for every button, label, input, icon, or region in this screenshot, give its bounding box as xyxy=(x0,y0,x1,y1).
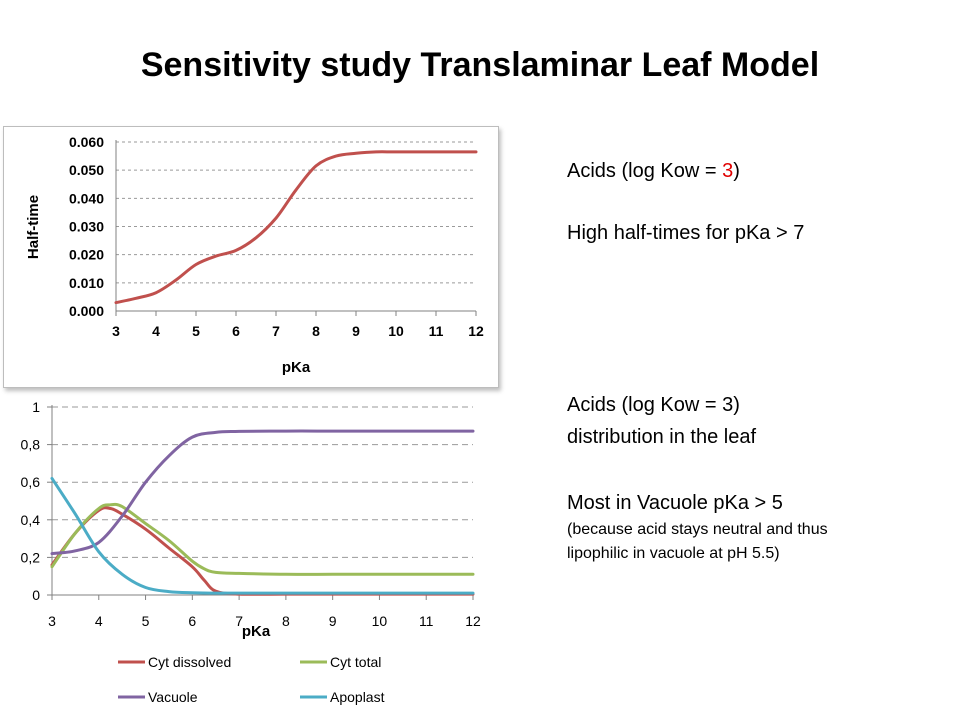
x-tick-label: 12 xyxy=(468,323,484,339)
x-tick-label: 3 xyxy=(48,613,56,629)
acids-kow-value: 3 xyxy=(722,160,734,182)
x-tick-label: 8 xyxy=(282,613,290,629)
y-tick-label: 0,2 xyxy=(21,549,41,565)
acids-kow-label: Acids (log Kow = 3) xyxy=(567,158,740,184)
y-axis-title: Half-time xyxy=(25,195,42,259)
slide-title: Sensitivity study Translaminar Leaf Mode… xyxy=(140,46,820,84)
y-tick-label: 0,4 xyxy=(21,512,41,528)
y-tick-label: 0.060 xyxy=(69,134,104,150)
x-tick-label: 8 xyxy=(312,323,320,339)
y-tick-label: 0.040 xyxy=(69,190,104,206)
x-tick-label: 11 xyxy=(429,323,444,339)
distribution-heading-1: Acids (log Kow = 3) xyxy=(567,394,740,416)
x-tick-label: 9 xyxy=(352,323,360,339)
x-axis-title: pKa xyxy=(242,623,271,640)
distribution-heading-2: distribution in the leaf xyxy=(567,426,757,448)
vacuole-note: Most in Vacuole pKa > 5 xyxy=(567,492,783,514)
y-tick-label: 0 xyxy=(32,587,40,603)
y-tick-label: 0.030 xyxy=(69,219,104,235)
legend-label: Vacuole xyxy=(148,689,198,705)
y-tick-label: 0,6 xyxy=(21,474,41,490)
x-tick-label: 6 xyxy=(232,323,240,339)
x-tick-label: 5 xyxy=(142,613,150,629)
legend-label: Cyt dissolved xyxy=(148,654,231,670)
x-tick-label: 12 xyxy=(465,613,481,629)
x-tick-label: 4 xyxy=(152,323,160,339)
y-tick-label: 0.010 xyxy=(69,275,104,291)
cyt-total-series-line xyxy=(50,502,475,576)
x-tick-label: 11 xyxy=(419,613,434,629)
y-tick-label: 0.000 xyxy=(69,303,104,319)
x-tick-label: 5 xyxy=(192,323,200,339)
x-tick-label: 9 xyxy=(329,613,337,629)
x-tick-label: 3 xyxy=(112,323,120,339)
vacuole-series-line xyxy=(50,429,475,556)
half-time-note: High half-times for pKa > 7 xyxy=(567,222,805,244)
y-tick-label: 0,8 xyxy=(21,437,41,453)
x-tick-label: 7 xyxy=(272,323,280,339)
apoplast-series-line xyxy=(50,476,475,595)
legend-label: Cyt total xyxy=(330,654,381,670)
legend-label: Apoplast xyxy=(330,689,385,705)
half-time-series-line xyxy=(114,150,478,305)
y-tick-label: 1 xyxy=(32,399,40,415)
x-tick-label: 10 xyxy=(388,323,404,339)
vacuole-reason-2: lipophilic in vacuole at pH 5.5) xyxy=(567,545,780,562)
y-tick-label: 0.050 xyxy=(69,162,104,178)
x-tick-label: 4 xyxy=(95,613,103,629)
y-tick-label: 0.020 xyxy=(69,247,104,263)
x-tick-label: 10 xyxy=(372,613,388,629)
acids-kow-prefix: Acids (log Kow = xyxy=(567,160,723,182)
x-axis-title: pKa xyxy=(282,359,311,376)
x-tick-label: 7 xyxy=(235,613,243,629)
cyt-dissolved-series-line xyxy=(50,506,475,596)
vacuole-reason-1: (because acid stays neutral and thus xyxy=(567,521,828,538)
x-tick-label: 6 xyxy=(188,613,196,629)
acids-kow-suffix: ) xyxy=(733,160,740,182)
